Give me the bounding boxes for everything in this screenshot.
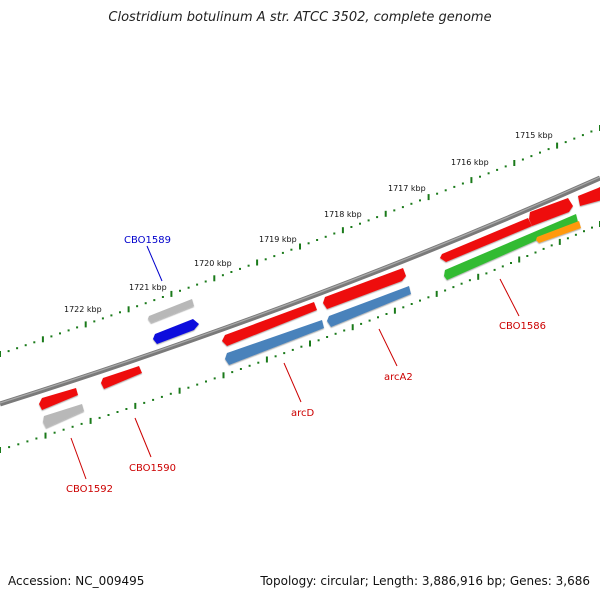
scale-label-1718: 1718 kbp — [324, 210, 362, 219]
genome-backbone — [0, 175, 600, 407]
gene-label-arcd[interactable]: arcD — [291, 408, 315, 419]
gene-label-cbo1592[interactable]: CBO1592 — [66, 484, 113, 495]
gene-feature-orange[interactable] — [536, 221, 581, 243]
gene-feature-arcd[interactable] — [222, 302, 317, 346]
gene-feature[interactable] — [578, 186, 600, 206]
genome-summary-text: Topology: circular; Length: 3,886,916 bp… — [260, 574, 590, 588]
outer-tick-ring — [0, 125, 600, 357]
gene-feature-cbo1589-neighbor[interactable] — [148, 299, 194, 323]
gene-label-cbo1586[interactable]: CBO1586 — [499, 321, 546, 332]
scale-label-1720: 1720 kbp — [194, 259, 232, 268]
gene-feature-arca2-steel[interactable] — [327, 286, 411, 327]
scale-label-1717: 1717 kbp — [388, 184, 426, 193]
gene-feature-cbo1586[interactable] — [444, 214, 578, 280]
gene-feature[interactable] — [529, 198, 573, 226]
genome-backbone-highlight — [0, 176, 600, 404]
scale-label-1721: 1721 kbp — [129, 283, 167, 292]
gene-feature-cbo1592-gray[interactable] — [43, 404, 84, 428]
scale-label-1722: 1722 kbp — [64, 305, 102, 314]
leader-line-cbo1586 — [499, 278, 520, 317]
leader-line-arcd — [283, 362, 302, 403]
gene-feature-cbo1592[interactable] — [39, 388, 78, 410]
gene-feature-cbo1586-neighbor[interactable] — [440, 218, 532, 262]
gene-label-cbo1589[interactable]: CBO1589 — [124, 235, 171, 246]
gene-label-cbo1590[interactable]: CBO1590 — [129, 463, 176, 474]
gene-label-arca2[interactable]: arcA2 — [384, 372, 413, 383]
leader-line-cbo1592 — [70, 437, 87, 480]
gene-feature-cbo1589[interactable] — [153, 319, 199, 344]
inner-tick-ring — [0, 221, 600, 453]
accession-text: Accession: NC_009495 — [8, 574, 145, 588]
leader-line-arca2 — [378, 328, 398, 367]
scale-label-1716: 1716 kbp — [451, 158, 489, 167]
gene-feature-arcd-steel[interactable] — [225, 320, 324, 365]
scale-label-1719: 1719 kbp — [259, 235, 297, 244]
gene-feature-cbo1590[interactable] — [101, 366, 142, 389]
gene-feature-arca2[interactable] — [323, 268, 406, 309]
genome-title: Clostridium botulinum A str. ATCC 3502, … — [108, 10, 492, 25]
leader-line-cbo1590 — [134, 417, 152, 458]
scale-label-1715: 1715 kbp — [515, 131, 553, 140]
leader-line-cbo1589 — [146, 245, 163, 282]
